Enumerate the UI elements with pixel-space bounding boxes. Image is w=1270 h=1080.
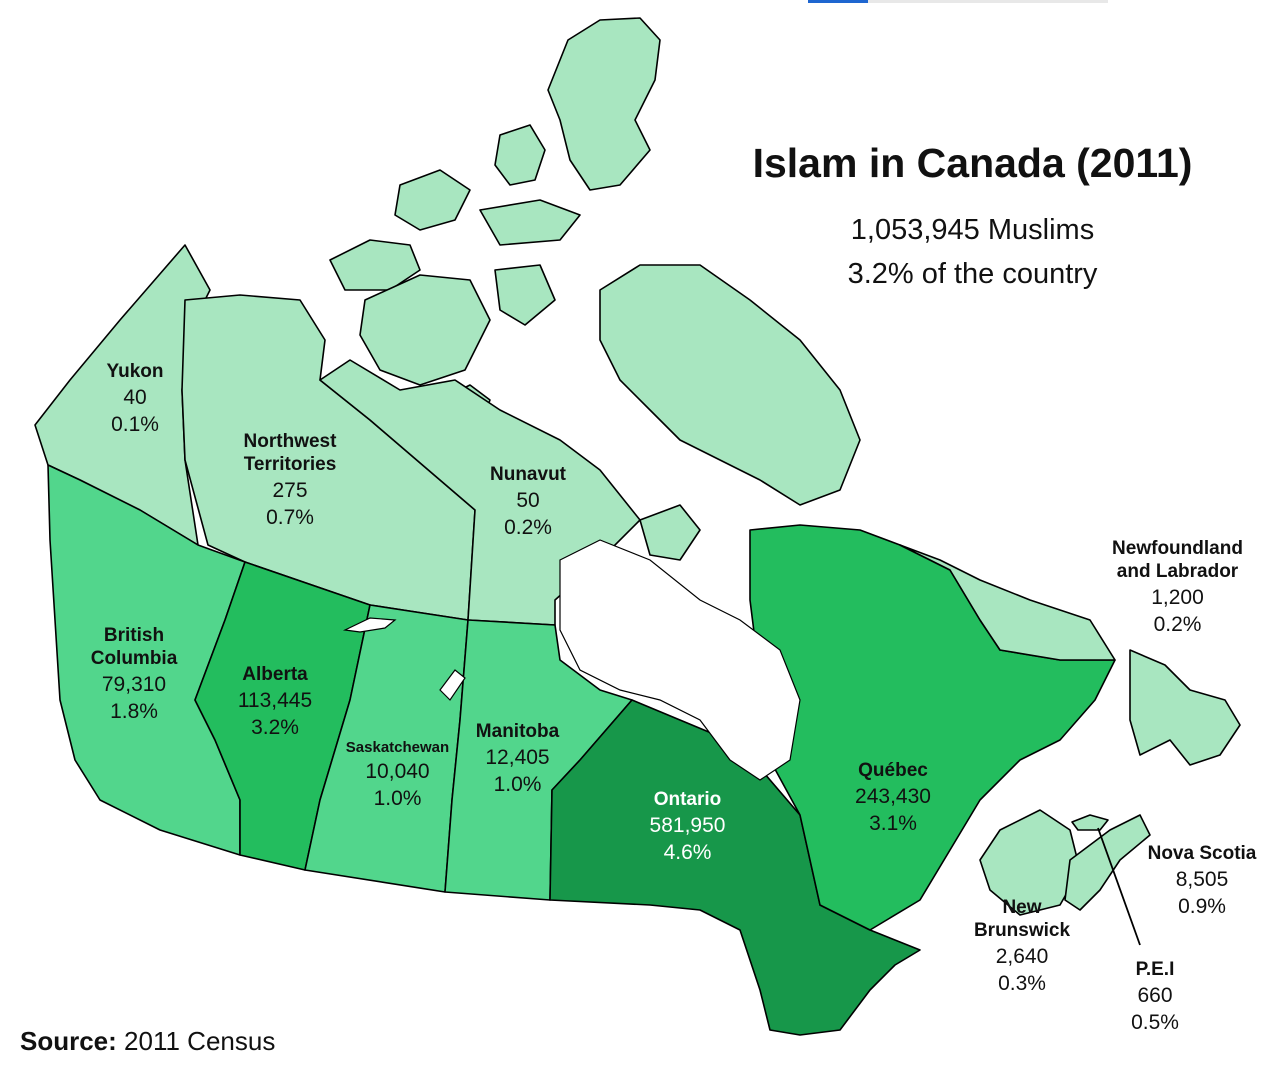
great-slave-lake [342,617,397,633]
ellesmere-island [547,17,661,191]
saskatchewan-count: 10,040 [365,760,430,783]
alberta-pct: 3.2% [251,716,299,739]
map-title: Islam in Canada (2011) [752,140,1193,186]
region-labrador [899,544,1116,661]
top-edge-bar [808,0,1108,3]
region-pei [1071,814,1109,831]
quebec-count: 243,430 [855,785,931,808]
bc-name-line2: Columbia [90,648,178,669]
axel-heiberg-island [494,124,546,186]
queen-elizabeth-islands [394,169,471,231]
saskatchewan-pct: 1.0% [373,787,422,810]
somerset-island [494,264,556,326]
nunavut-count: 50 [516,489,540,512]
saskatchewan-name: Saskatchewan [345,739,450,756]
label-manitoba: Manitoba 12,405 1.0% [460,722,575,795]
nb-count: 2,640 [995,945,1049,968]
alberta-name: Alberta [242,664,308,685]
region-nunavut [319,359,641,626]
region-newfoundland-island [1129,649,1241,766]
nb-name-line2: Brunswick [973,920,1071,941]
label-quebec: Québec 243,430 3.1% [838,761,948,834]
pei-count: 660 [1137,984,1173,1007]
label-saskatchewan: Saskatchewan 10,040 1.0% [335,740,460,809]
label-nova-scotia: Nova Scotia 8,505 0.9% [1138,844,1266,917]
nwt-count: 275 [272,479,308,502]
nb-name-line1: New [1002,897,1042,918]
manitoba-name: Manitoba [475,721,560,742]
label-nwt: Northwest Territories 275 0.7% [220,432,360,528]
melville-island [329,239,421,291]
nl-count: 1,200 [1151,586,1204,609]
label-new-brunswick: New Brunswick 2,640 0.3% [962,898,1082,994]
yukon-name: Yukon [106,361,164,382]
subtitle-muslims: 1,053,945 Muslims [850,214,1095,246]
baffin-island [599,264,861,506]
yukon-count: 40 [123,386,147,409]
bc-count: 79,310 [101,673,167,696]
nl-name-line2: and Labrador [1116,561,1239,582]
nb-pct: 0.3% [998,972,1046,995]
pei-pointer-line [1097,827,1141,946]
manitoba-count: 12,405 [485,746,550,769]
subtitle-percent: 3.2% of the country [847,258,1098,290]
bc-pct: 1.8% [110,700,158,723]
nwt-name-line2: Territories [243,454,337,475]
nunavut-pct: 0.2% [504,516,552,539]
nwt-pct: 0.7% [266,506,314,529]
nwt-name-line1: Northwest [243,431,337,452]
label-pei: P.E.I 660 0.5% [1110,960,1200,1033]
nunavut-name: Nunavut [490,464,566,485]
source-text: 2011 Census [124,1026,276,1056]
label-ontario: Ontario 581,950 4.6% [630,790,745,863]
nl-pct: 0.2% [1153,613,1202,636]
ns-pct: 0.9% [1178,895,1226,918]
ns-name: Nova Scotia [1147,843,1257,864]
label-alberta: Alberta 113,445 3.2% [220,665,330,738]
top-edge-accent [808,0,868,3]
quebec-name: Québec [858,760,928,781]
label-bc: British Columbia 79,310 1.8% [78,626,190,722]
victoria-island [359,274,491,386]
ns-count: 8,505 [1175,868,1229,891]
region-nova-scotia [1064,814,1151,911]
nl-name-line1: Newfoundland [1112,538,1243,559]
manitoba-pct: 1.0% [493,773,542,796]
pei-name: P.E.I [1135,959,1175,980]
region-new-brunswick [979,809,1081,916]
yukon-pct: 0.1% [111,413,159,436]
pei-pct: 0.5% [1131,1011,1179,1034]
ontario-count: 581,950 [649,814,726,837]
arctic-islands [329,17,861,561]
bc-name-line1: British [103,625,165,646]
label-nunavut: Nunavut 50 0.2% [473,465,583,538]
lake-athabasca [439,669,466,701]
label-yukon: Yukon 40 0.1% [90,362,180,435]
devon-island [479,199,581,246]
source-note: Source: 2011 Census [20,1026,275,1057]
southampton-island [639,504,701,561]
source-label: Source: [20,1026,117,1056]
hudson-bay [559,539,801,781]
ontario-pct: 4.6% [663,841,712,864]
quebec-pct: 3.1% [869,812,917,835]
label-nl: Newfoundland and Labrador 1,200 0.2% [1095,539,1260,635]
alberta-count: 113,445 [237,689,313,712]
ontario-name: Ontario [653,789,722,810]
